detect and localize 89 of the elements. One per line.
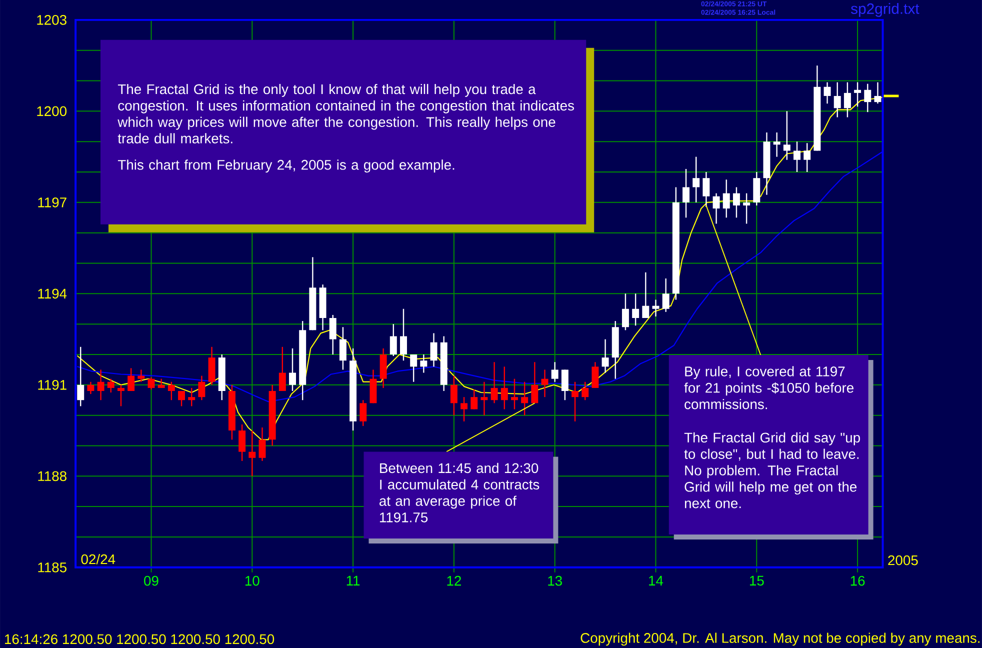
y-tick-label: 1191 — [38, 380, 66, 390]
x-tick-label: 09 — [144, 576, 158, 586]
x-tick-label: 14 — [649, 576, 664, 586]
y-tick-label: 1185 — [38, 562, 66, 572]
x-tick-label: 10 — [245, 576, 260, 586]
candlestick — [188, 387, 196, 407]
candlestick — [97, 369, 104, 401]
y-tick-label: 1200 — [37, 106, 67, 116]
candlestick — [490, 361, 498, 404]
candlestick — [622, 292, 629, 331]
candlestick — [541, 369, 548, 398]
candlestick — [743, 192, 750, 224]
annotation: The Fractal Grid is the only tool I know of that will help you trade a congestion. It uses information contained in the congestion that indicates which way prices will move after the congestion. This really helps one trade dull markets. — [118, 84, 574, 144]
candlestick — [531, 361, 538, 404]
candlestick — [874, 82, 882, 104]
candlestick — [582, 381, 589, 401]
candlestick — [561, 369, 568, 401]
x-tick-label: 11 — [346, 576, 360, 586]
annotation: The Fractal Grid did say "up to close", but I had to leave. No problem. The Fractal Grid will help me get on the next one. — [684, 432, 860, 508]
candlestick — [329, 314, 336, 356]
candlestick — [339, 326, 346, 370]
x-tick-label: 13 — [548, 576, 562, 586]
candlestick — [722, 178, 730, 218]
candlestick — [794, 140, 800, 173]
x-tick-label: 16 — [850, 576, 865, 586]
candlestick — [470, 388, 478, 410]
text: sp2grid.txt — [850, 2, 920, 17]
candlestick — [400, 308, 407, 362]
candlestick — [138, 369, 145, 382]
candlestick — [773, 132, 780, 158]
y-tick-label: 1194 — [38, 288, 67, 299]
candlestick — [692, 156, 700, 203]
candlestick — [450, 375, 458, 416]
text: Copyright 2004, Dr. Al Larson. May not be copied by any means. — [580, 632, 980, 646]
candlestick — [430, 332, 438, 368]
candlestick — [602, 338, 609, 374]
candlestick — [410, 354, 418, 382]
candlestick — [87, 381, 94, 395]
annotation: This chart from February 24, 2005 is a good example. — [118, 159, 454, 172]
candlestick — [662, 278, 670, 312]
candlestick — [592, 361, 599, 388]
candlestick — [500, 366, 508, 410]
candlestick — [258, 426, 266, 462]
text: 16:14:26 1200.50 1200.50 1200.50 1200.50 — [5, 634, 274, 644]
candlestick — [420, 354, 428, 374]
candlestick — [844, 82, 851, 118]
candlestick — [178, 390, 185, 407]
candlestick — [360, 399, 367, 426]
candlestick — [521, 381, 528, 416]
candlestick — [572, 381, 579, 422]
candlestick — [128, 367, 135, 392]
candlestick — [148, 376, 155, 390]
candlestick — [77, 346, 84, 407]
x-tick-label: 15 — [750, 576, 764, 586]
y-tick-label: 1188 — [38, 471, 66, 481]
candlestick — [712, 192, 720, 224]
annotation: Between 11:45 and 12:30 I accumulated 4 contracts at an average price of 1191.75 — [380, 462, 540, 522]
candlestick — [168, 381, 175, 401]
candlestick — [510, 378, 518, 410]
candlestick — [652, 299, 660, 317]
candlestick — [107, 378, 114, 394]
candlestick — [390, 323, 397, 357]
candlestick — [824, 82, 831, 104]
candlestick — [834, 82, 841, 118]
candlestick — [732, 186, 740, 218]
candlestick — [289, 348, 296, 392]
candlestick — [864, 83, 872, 113]
y-tick-label: 1197 — [38, 197, 66, 208]
candlestick — [854, 82, 862, 108]
candlestick — [248, 430, 256, 477]
annotation: By rule, I covered at 1197 for 21 points -$1050 before commissions. — [684, 366, 854, 410]
candlestick — [804, 142, 811, 173]
candlestick — [642, 272, 650, 319]
y-tick-label: 1203 — [37, 14, 66, 25]
candlestick — [551, 361, 558, 382]
candlestick — [480, 381, 488, 416]
candlestick — [682, 168, 690, 218]
candlestick — [783, 110, 790, 160]
candlestick — [702, 171, 710, 208]
candlestick — [117, 384, 124, 407]
candlestick — [158, 378, 165, 388]
candlestick — [238, 424, 246, 462]
x-tick-label: 12 — [447, 576, 461, 586]
text: 2005 — [888, 555, 918, 566]
annotation: 02/24 — [81, 554, 116, 564]
candlestick — [198, 375, 206, 401]
candlestick — [278, 346, 286, 392]
candlestick — [460, 396, 468, 422]
candlestick — [632, 292, 640, 326]
